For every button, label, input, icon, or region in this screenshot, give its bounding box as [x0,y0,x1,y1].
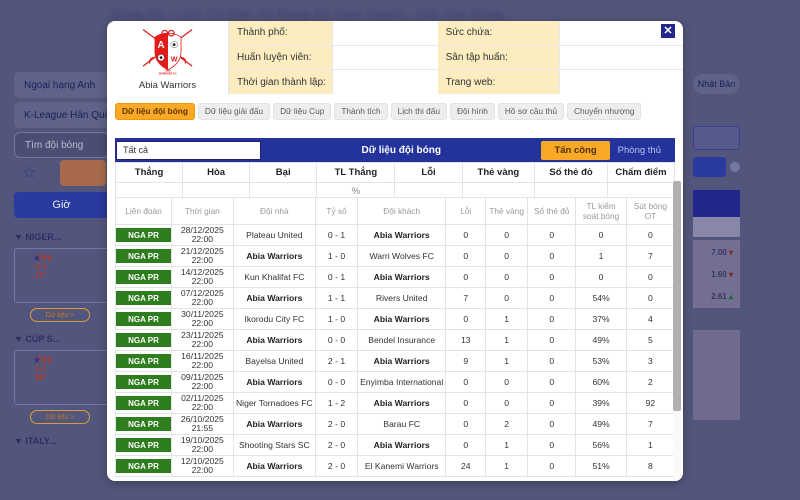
svg-text:ABIA: ABIA [165,69,171,72]
svg-text:A: A [157,40,164,51]
svg-text:WARRIORS F.C.: WARRIORS F.C. [158,73,177,76]
svg-text:W: W [170,57,177,64]
